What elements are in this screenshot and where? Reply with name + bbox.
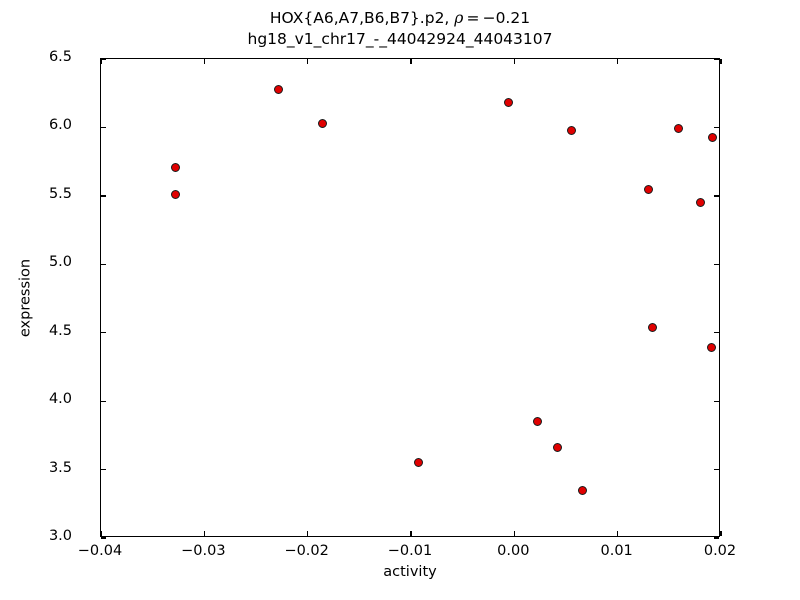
y-axis-label: expression (17, 258, 34, 338)
y-axis-tick-label: 6.5 (48, 49, 72, 65)
x-axis-tick-top (100, 59, 102, 64)
y-axis-tick-right (714, 263, 719, 265)
y-axis-tick-label: 6.0 (48, 117, 72, 134)
y-axis-tick-right (714, 332, 719, 334)
y-axis-tick-label: 4.5 (48, 322, 72, 339)
data-point (532, 417, 542, 427)
x-axis-tick (307, 531, 309, 536)
x-axis-tick-top (203, 59, 205, 64)
x-axis-tick-label: 0.00 (497, 543, 530, 559)
x-axis-tick-top (513, 59, 515, 64)
y-axis-tick-right (714, 195, 719, 197)
data-point (413, 458, 423, 468)
data-point (553, 443, 563, 453)
data-point (503, 98, 513, 108)
y-axis-tick-right (714, 468, 719, 471)
y-axis-tick (101, 537, 106, 539)
y-axis-tick-right (714, 58, 719, 60)
chart-title-line-1: HOX{A6,A7,B6,B7}.p2, ρ = −0.21 (0, 8, 800, 29)
data-point (695, 198, 705, 208)
y-axis-tick-label: 3.5 (48, 459, 72, 476)
x-axis-tick (617, 531, 619, 536)
data-point (274, 84, 284, 94)
data-point (707, 343, 717, 353)
data-point (708, 132, 718, 142)
x-axis-tick-top (617, 59, 619, 64)
x-axis-tick (720, 531, 722, 536)
x-axis-tick-top (410, 59, 412, 64)
y-axis-tick (101, 126, 106, 129)
y-axis-tick (101, 263, 106, 265)
x-axis-tick (203, 531, 205, 536)
data-point (566, 125, 576, 135)
y-axis-tick-right (714, 400, 719, 402)
y-axis-tick-right (714, 537, 719, 539)
data-point (317, 118, 327, 128)
scatter-plot-area (101, 59, 719, 536)
data-point (674, 124, 684, 134)
y-axis-tick-label: 5.5 (48, 185, 72, 202)
x-axis-tick-label: −0.02 (284, 543, 329, 559)
y-axis-tick-right (714, 126, 719, 129)
data-point (644, 184, 654, 194)
x-axis-tick-label: 0.01 (600, 543, 633, 559)
y-axis-tick (101, 468, 106, 471)
y-axis-tick-label: 5.0 (48, 254, 72, 271)
x-axis-tick-label: −0.03 (181, 543, 226, 559)
chart-title-correlation: = −0.21 (463, 9, 531, 27)
x-axis-tick-top (307, 59, 309, 64)
chart-title-line-2: hg18_v1_chr17_-_44042924_44043107 (247, 30, 553, 48)
x-axis-tick (100, 531, 102, 536)
y-axis-tick (101, 58, 106, 60)
y-axis-tick (101, 400, 106, 402)
x-axis-tick (410, 531, 412, 536)
rho-symbol: ρ (454, 9, 464, 27)
y-axis-tick (101, 195, 106, 197)
x-axis-tick-label: −0.01 (387, 543, 433, 559)
data-point (170, 162, 180, 172)
x-axis-tick-label: −0.04 (77, 543, 123, 559)
y-axis-tick (101, 332, 106, 334)
x-axis-tick-top (720, 59, 722, 64)
x-axis-tick (513, 531, 515, 536)
plot-axes-frame (100, 58, 722, 539)
y-axis-tick-label: 3.0 (48, 528, 72, 544)
chart-title: HOX{A6,A7,B6,B7}.p2, ρ = −0.21 hg18_v1_c… (0, 8, 800, 50)
y-axis-tick-label: 4.0 (48, 391, 72, 408)
data-point (648, 322, 658, 332)
data-point (578, 485, 588, 495)
x-axis-tick-label: 0.02 (703, 543, 737, 559)
x-axis-label: activity (383, 564, 437, 580)
chart-title-prefix: HOX{A6,A7,B6,B7}.p2, (269, 9, 455, 27)
data-point (170, 189, 180, 199)
